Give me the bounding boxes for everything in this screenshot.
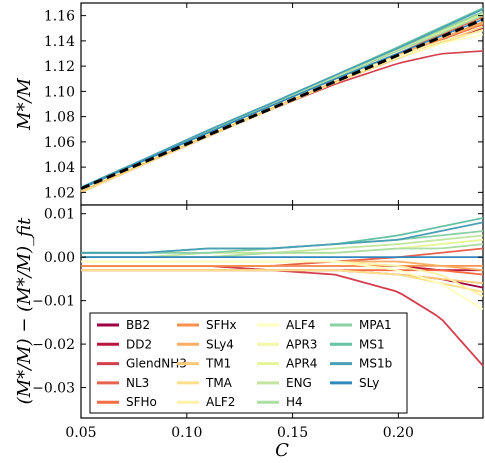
bottom-y-tick-label: −0.03 xyxy=(32,381,75,397)
x-tick-label: 0.20 xyxy=(383,425,414,441)
legend-label-NL3: NL3 xyxy=(126,376,149,390)
legend-frame xyxy=(89,312,408,414)
bottom-panel: 0.01 0.00 −0.01 −0.02 −0.03 0.05 0.10 0.15 0.20… xyxy=(14,3,484,461)
legend-label-MS1: MS1 xyxy=(359,337,385,351)
legend-label-ENG: ENG xyxy=(286,376,312,390)
top-y-ticks: 1.02 1.04 1.06 1.08 1.10 1.12 1.14 1.16 xyxy=(44,9,483,201)
top-y-tick-label: 1.16 xyxy=(44,9,75,25)
bottom-series-group xyxy=(81,217,484,367)
top-y-tick-label: 1.12 xyxy=(44,59,75,75)
legend-label-ALF4: ALF4 xyxy=(286,318,315,332)
legend-label-DD2: DD2 xyxy=(126,337,152,351)
top-y-tick-label: 1.06 xyxy=(44,135,75,151)
top-series-group xyxy=(80,7,484,194)
bottom-series-line-MS1b xyxy=(81,221,484,254)
legend-label-BB2: BB2 xyxy=(126,318,150,332)
legend-label-MPA1: MPA1 xyxy=(359,318,392,332)
top-y-tick-label: 1.04 xyxy=(44,160,75,176)
top-y-tick-label: 1.10 xyxy=(44,84,75,100)
legend-label-APR4: APR4 xyxy=(286,357,317,371)
legend-label-GlendNH3: GlendNH3 xyxy=(126,357,187,371)
x-tick-label: 0.05 xyxy=(65,425,96,441)
bottom-y-tick-label: −0.01 xyxy=(32,294,75,310)
top-y-tick-label: 1.08 xyxy=(44,110,75,126)
bottom-y-axis-label: (M*/M) − (M*/M)_fit xyxy=(14,217,35,404)
x-axis-label: C xyxy=(275,440,289,461)
top-panel: 1.02 1.04 1.06 1.08 1.10 1.12 1.14 1.16 M*/M xyxy=(14,2,484,206)
top-series-line-MS1b xyxy=(80,8,484,189)
x-ticks: 0.05 0.10 0.15 0.20 xyxy=(65,3,414,441)
legend-label-TM1: TM1 xyxy=(205,357,231,371)
legend-label-H4: H4 xyxy=(286,395,303,409)
bottom-y-tick-label: −0.02 xyxy=(32,337,75,353)
bottom-y-tick-label: 0.00 xyxy=(44,250,75,266)
fit-line xyxy=(80,18,484,190)
bottom-y-tick-label: 0.01 xyxy=(44,207,75,223)
x-tick-label: 0.15 xyxy=(277,425,308,441)
top-y-tick-label: 1.14 xyxy=(44,34,75,50)
bottom-y-ticks: 0.01 0.00 −0.01 −0.02 −0.03 xyxy=(32,207,483,397)
x-tick-label: 0.10 xyxy=(171,425,202,441)
legend-label-ALF2: ALF2 xyxy=(206,395,235,409)
legend-label-APR3: APR3 xyxy=(286,337,317,351)
legend-label-SLy: SLy xyxy=(359,376,379,390)
bottom-series-line-ALF4 xyxy=(81,260,484,311)
legend-label-SFHx: SFHx xyxy=(206,318,237,332)
legend-items: BB2 DD2 GlendNH3 NL3 SFHo SFHx SLy4 TM1 TMA ALF2 A… xyxy=(97,318,392,409)
legend-label-SLy4: SLy4 xyxy=(206,337,234,351)
legend-label-MS1b: MS1b xyxy=(359,357,392,371)
legend: BB2 DD2 GlendNH3 NL3 SFHo SFHx SLy4 TM1 TMA ALF2 A… xyxy=(89,312,408,414)
legend-label-TMA: TMA xyxy=(205,376,233,390)
top-y-axis-label: M*/M xyxy=(14,77,35,130)
legend-label-SFHo: SFHo xyxy=(126,395,157,409)
bottom-series-line-TMA xyxy=(81,269,484,293)
top-y-tick-label: 1.02 xyxy=(44,185,75,201)
